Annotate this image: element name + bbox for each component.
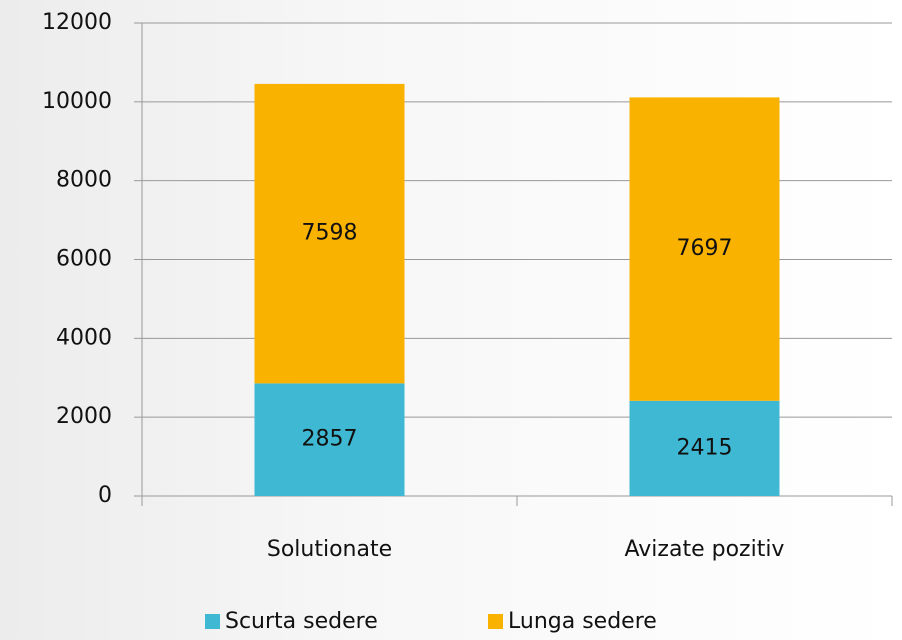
x-tick-label: Avizate pozitiv [625, 537, 785, 562]
legend-label: Lunga sedere [508, 609, 657, 634]
bar-segment [254, 83, 405, 384]
data-label: 7697 [677, 236, 733, 261]
y-tick-label: 6000 [56, 247, 112, 272]
bar-segment [629, 400, 780, 496]
y-tick-label: 0 [98, 483, 112, 508]
bar-segment [254, 383, 405, 496]
data-label: 2857 [302, 427, 358, 452]
legend-label: Scurta sedere [225, 609, 378, 634]
y-tick-label: 4000 [56, 325, 112, 350]
legend-swatch [488, 614, 503, 629]
y-tick-label: 10000 [42, 89, 112, 114]
data-label: 2415 [677, 435, 733, 460]
x-tick-label: Solutionate [267, 537, 392, 562]
data-label: 7598 [302, 221, 358, 246]
y-tick-label: 8000 [56, 168, 112, 193]
y-tick-label: 2000 [56, 404, 112, 429]
legend-swatch [205, 614, 220, 629]
bar-segment [629, 97, 780, 401]
y-tick-label: 12000 [42, 10, 112, 35]
